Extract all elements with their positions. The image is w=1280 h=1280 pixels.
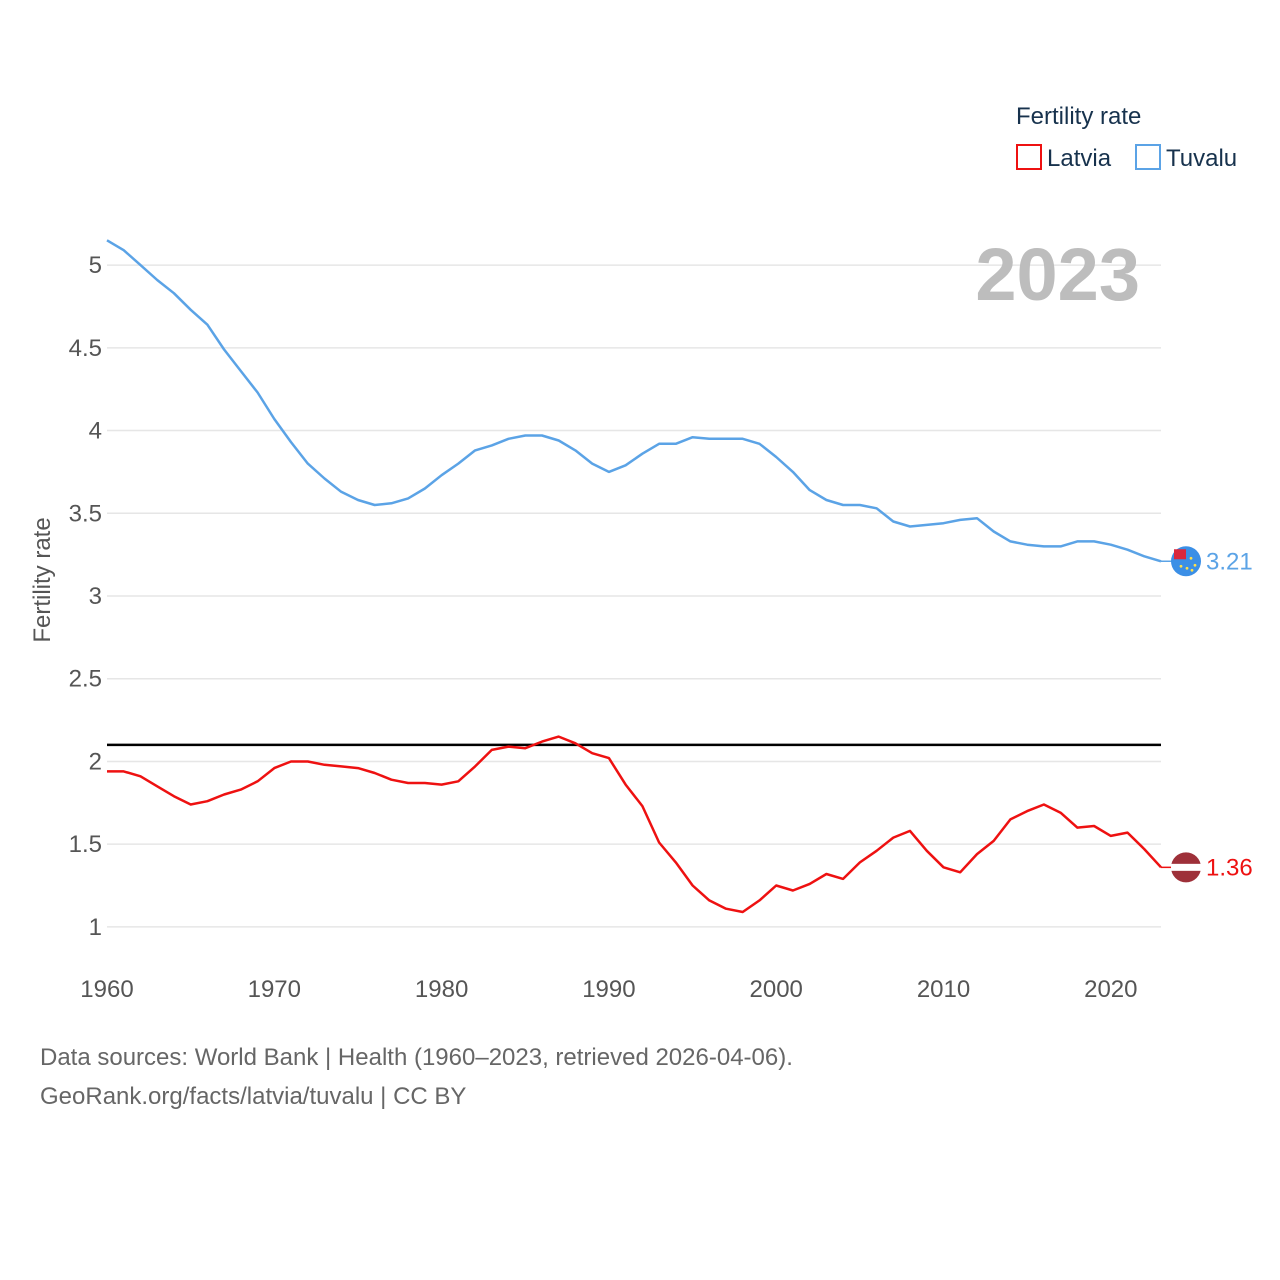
y-tick-label-3: 3 xyxy=(89,583,102,610)
flag-canton-tuvalu xyxy=(1174,549,1186,560)
flag-stripe-latvia xyxy=(1171,863,1201,871)
flag-star-tuvalu-2 xyxy=(1185,566,1189,570)
end-markers: 1.36 3.21 xyxy=(1161,546,1253,883)
x-axis-ticks: 1960 1970 1980 1990 2000 2010 2020 xyxy=(80,976,1137,1003)
y-tick-label-4: 4 xyxy=(89,418,102,445)
end-value-label-tuvalu: 3.21 xyxy=(1206,548,1253,575)
y-tick-label-1.5: 1.5 xyxy=(69,831,102,858)
legend: Fertility rate Latvia Tuvalu xyxy=(1016,103,1237,172)
x-tick-label-1970: 1970 xyxy=(248,976,301,1003)
flag-star-tuvalu-1 xyxy=(1193,563,1197,567)
y-tick-label-1: 1 xyxy=(89,914,102,941)
series-line-tuvalu xyxy=(106,239,1162,563)
flag-marker-tuvalu xyxy=(1171,546,1201,577)
legend-label-tuvalu[interactable]: Tuvalu xyxy=(1166,145,1237,172)
series-lines xyxy=(106,239,1162,914)
legend-title: Fertility rate xyxy=(1016,103,1141,130)
data-sources-note: Data sources: World Bank | Health (1960–… xyxy=(40,1044,793,1071)
x-tick-label-1960: 1960 xyxy=(80,976,133,1003)
flag-star-tuvalu-0 xyxy=(1189,556,1193,560)
legend-swatch-tuvalu[interactable] xyxy=(1135,144,1161,170)
credit-link[interactable]: GeoRank.org/facts/latvia/tuvalu | CC BY xyxy=(40,1083,467,1110)
y-tick-label-2.5: 2.5 xyxy=(69,666,102,693)
y-tick-label-4.5: 4.5 xyxy=(69,335,102,362)
end-value-label-latvia: 1.36 xyxy=(1206,854,1253,881)
y-axis-label: Fertility rate xyxy=(29,517,56,642)
y-tick-label-5: 5 xyxy=(89,252,102,279)
x-tick-label-2010: 2010 xyxy=(917,976,970,1003)
current-year-display: 2023 xyxy=(975,233,1140,316)
x-tick-label-2000: 2000 xyxy=(750,976,803,1003)
legend-label-latvia[interactable]: Latvia xyxy=(1047,145,1112,172)
flag-star-tuvalu-3 xyxy=(1179,564,1183,568)
x-tick-label-2020: 2020 xyxy=(1084,976,1137,1003)
y-tick-label-3.5: 3.5 xyxy=(69,500,102,527)
flag-star-tuvalu-4 xyxy=(1190,568,1194,572)
x-tick-label-1990: 1990 xyxy=(582,976,635,1003)
series-line-latvia xyxy=(107,735,1162,914)
legend-swatch-latvia[interactable] xyxy=(1016,144,1042,170)
y-tick-label-2: 2 xyxy=(89,748,102,775)
y-axis-ticks: 1 1.5 2 2.5 3 3.5 4 4.5 5 xyxy=(69,252,102,941)
x-tick-label-1980: 1980 xyxy=(415,976,468,1003)
flag-marker-latvia xyxy=(1171,852,1201,883)
